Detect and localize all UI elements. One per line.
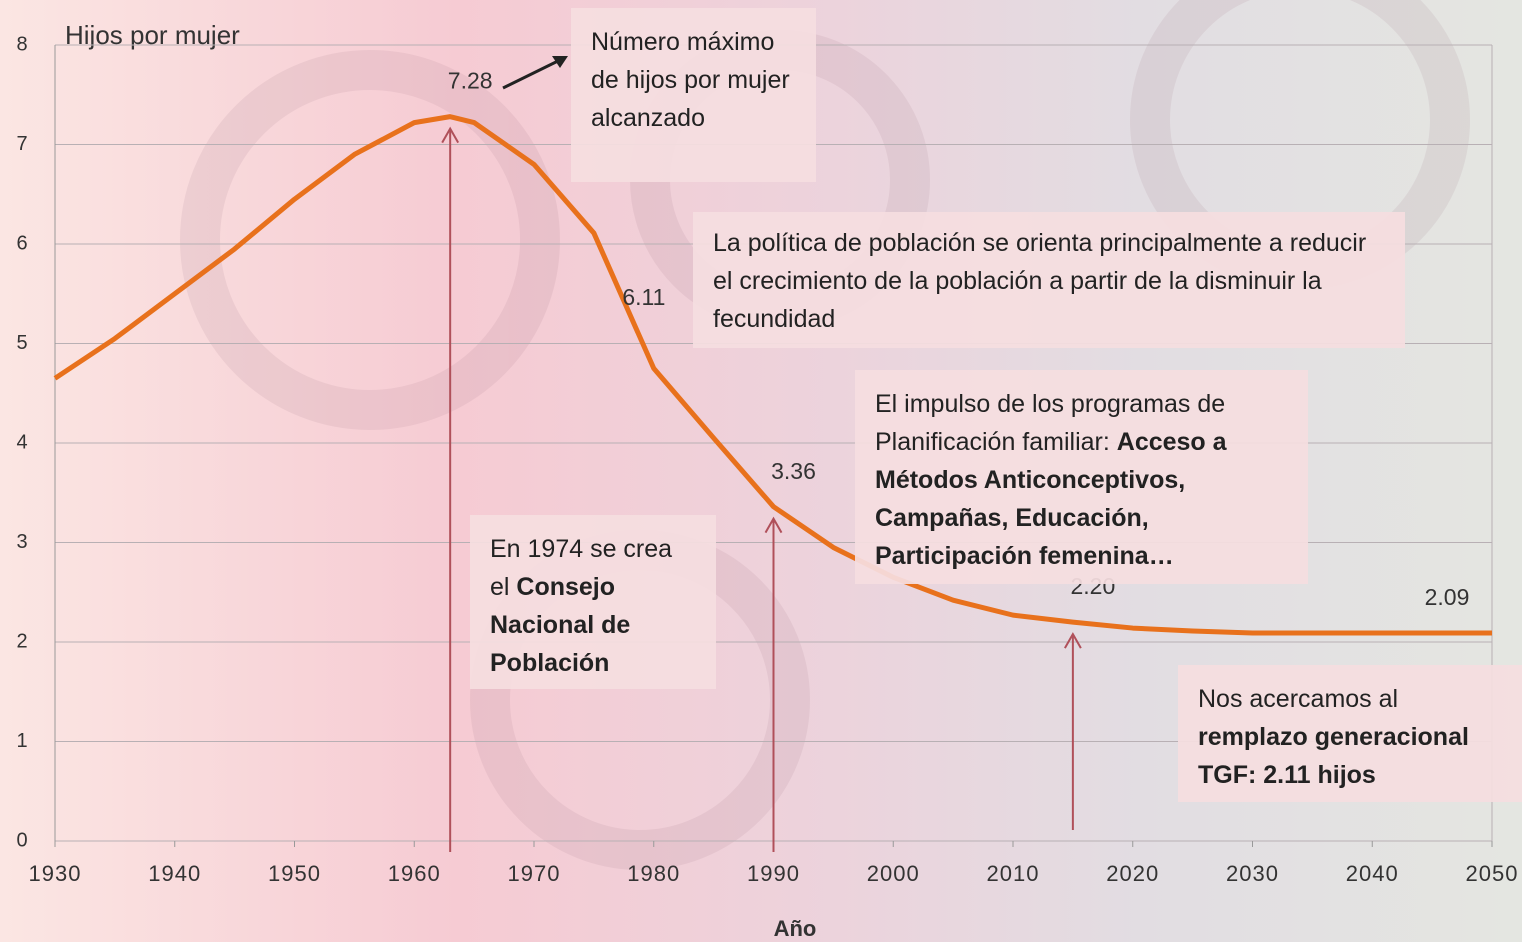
annotation-text: Acceso a Métodos Anticonceptivos, Campañ… (875, 428, 1227, 570)
x-tick-label: 2020 (1106, 861, 1159, 886)
y-tick-label: 5 (16, 332, 27, 354)
x-tick-label: 2050 (1466, 861, 1519, 886)
annotation-text: Número máximo de hijos por mujer alcanza… (591, 28, 790, 132)
y-tick-label: 0 (16, 829, 27, 851)
data-label: 6.11 (622, 284, 665, 310)
x-tick-label: 1960 (388, 861, 441, 886)
annotation-text: El impulso de los programas de Planifica… (875, 390, 1226, 456)
x-tick-label: 1980 (627, 861, 680, 886)
y-tick-label: 3 (16, 531, 27, 553)
pointer-arrow-head (441, 126, 460, 144)
annotation-box: El impulso de los programas de Planifica… (855, 370, 1308, 584)
x-tick-label: 2000 (867, 861, 920, 886)
annotation-text: En 1974 se crea el (490, 535, 673, 601)
pointer-arrow-head (552, 56, 568, 68)
x-tick-label: 1950 (268, 861, 321, 886)
x-tick-label: 1930 (29, 861, 82, 886)
x-tick-label: 1940 (148, 861, 201, 886)
pointer-arrow (502, 58, 561, 90)
x-tick-label: 1970 (508, 861, 561, 886)
x-tick-label: 2030 (1226, 861, 1279, 886)
annotation-box: Número máximo de hijos por mujer alcanza… (571, 8, 816, 182)
annotation-text: Consejo Nacional de Población (490, 573, 631, 677)
annotation-box: En 1974 se crea el Consejo Nacional de P… (470, 515, 716, 689)
y-tick-label: 1 (16, 730, 27, 752)
pointer-arrow-head (1064, 632, 1082, 649)
data-label: 7.28 (448, 68, 493, 94)
y-tick-label: 2 (16, 630, 27, 652)
annotation-text: remplazo generacional TGF: 2.11 hijos (1198, 723, 1469, 789)
y-tick-label: 6 (16, 232, 27, 254)
x-tick-label: 1990 (747, 861, 800, 886)
y-tick-label: 4 (16, 431, 27, 453)
x-axis-title: Año (774, 916, 817, 941)
data-label: 3.36 (771, 458, 816, 484)
annotation-box: La política de población se orienta prin… (693, 212, 1405, 348)
y-tick-label: 7 (16, 133, 27, 155)
y-tick-label: 8 (16, 33, 27, 55)
data-label: 2.09 (1425, 584, 1470, 610)
pointer-arrow-head (764, 516, 783, 534)
annotation-text: Nos acercamos al (1198, 685, 1399, 713)
x-tick-label: 2010 (987, 861, 1040, 886)
x-tick-label: 2040 (1346, 861, 1399, 886)
annotation-box: Nos acercamos al remplazo generacional T… (1178, 665, 1522, 802)
line-series (53, 114, 1492, 636)
annotation-text: La política de población se orienta prin… (713, 229, 1367, 333)
